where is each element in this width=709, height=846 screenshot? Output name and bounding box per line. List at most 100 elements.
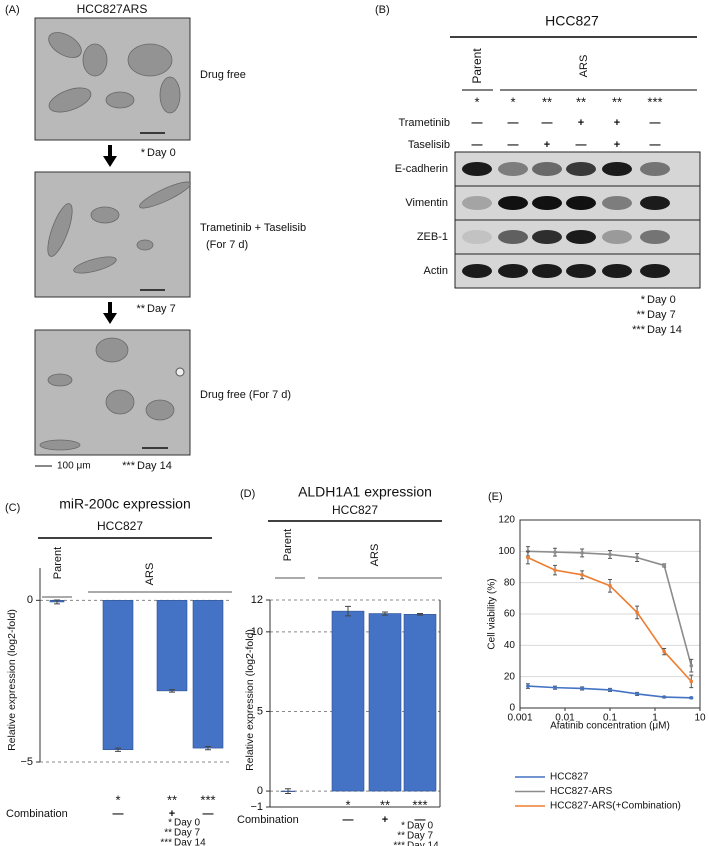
y-tick-label: −1 (250, 801, 263, 813)
treatment: + (614, 139, 620, 151)
band (532, 196, 562, 210)
condition: Drug free (200, 69, 246, 81)
scale-bar-label: 100 μm (57, 461, 91, 472)
marker (635, 610, 639, 615)
group-label: Parent (282, 529, 294, 561)
y-tick-label: 120 (498, 515, 515, 526)
band (462, 230, 492, 244)
treatment: + (614, 117, 620, 129)
band (532, 162, 562, 176)
band (498, 162, 528, 176)
footnote: Day 0 (407, 821, 434, 832)
category-stars: * (115, 792, 120, 807)
combination: + (382, 814, 388, 826)
treatment: — (576, 139, 587, 151)
chart-title: ALDH1A1 expression (298, 484, 432, 500)
footnote: Day 0 (647, 294, 676, 306)
bar (102, 600, 134, 751)
band (602, 162, 632, 176)
footnote: Day 14 (407, 841, 439, 846)
footnote-stars: ** (164, 828, 172, 839)
group-label: Parent (470, 48, 484, 84)
band (566, 230, 596, 244)
band (462, 196, 492, 210)
band (640, 264, 670, 278)
row-label: Taselisib (408, 139, 450, 151)
treatment: — (508, 139, 519, 151)
band (602, 196, 632, 210)
y-tick-label: 80 (504, 577, 516, 588)
band (602, 264, 632, 278)
marker (662, 649, 666, 654)
footnote: Day 7 (647, 309, 676, 321)
timepoint: Day 0 (147, 147, 176, 159)
condition: Drug free (For 7 d) (200, 389, 291, 401)
y-tick-label: 0 (257, 785, 263, 797)
band (532, 230, 562, 244)
footnote: Day 7 (174, 828, 201, 839)
header: HCC827 (332, 503, 378, 517)
marker (689, 696, 694, 700)
band (498, 196, 528, 210)
y-tick-label: 12 (251, 594, 263, 606)
x-tick-label: 0.01 (555, 713, 575, 724)
x-tick-label: 1 (652, 713, 658, 724)
footnote-stars: * (641, 294, 646, 306)
footnote-stars: * (401, 821, 405, 832)
marker (608, 688, 612, 692)
category-stars: ** (167, 792, 177, 807)
lane-stars: * (510, 94, 515, 109)
band (640, 162, 670, 176)
marker (662, 563, 666, 568)
footnote: Day 14 (174, 838, 206, 846)
x-tick-label: 10 (694, 713, 706, 724)
blot-label: Actin (424, 265, 448, 277)
band (462, 162, 492, 176)
timepoint: Day 14 (137, 460, 172, 472)
combination: — (113, 808, 124, 820)
combination-label: Combination (6, 808, 68, 820)
group-label: Parent (52, 547, 64, 579)
category-stars: *** (200, 792, 215, 807)
y-tick-label: 0 (27, 594, 33, 606)
y-tick-label: −5 (20, 756, 33, 768)
micrograph (34, 17, 191, 141)
panel-title: HCC827ARS (77, 2, 148, 16)
y-tick-label: 10 (251, 626, 263, 638)
condition: (For 7 d) (206, 239, 248, 251)
micrograph (34, 329, 191, 456)
x-tick-label: 0.1 (603, 713, 617, 724)
lane-stars: * (474, 94, 479, 109)
marker (553, 685, 557, 690)
y-axis-label: Cell viability (%) (487, 578, 498, 649)
micrograph (34, 171, 191, 298)
stars: ** (136, 303, 145, 315)
arrow (103, 145, 117, 324)
stars: * (141, 147, 146, 159)
marker (635, 555, 639, 560)
blot-group: E-cadherin Vimentin ZEB-1 Actin (395, 151, 701, 289)
treatment: — (542, 117, 553, 129)
y-axis-label: Relative expression (log2-fold) (6, 609, 18, 751)
marker (608, 584, 612, 588)
lane-stars: *** (647, 94, 662, 109)
bar (403, 614, 437, 792)
blot-label: Vimentin (405, 197, 448, 209)
error-bar (115, 747, 121, 752)
footnote-stars: *** (160, 838, 172, 846)
band (498, 230, 528, 244)
band (602, 230, 632, 244)
stars: *** (122, 460, 136, 472)
footnote: Day 0 (174, 818, 201, 829)
combination: — (343, 814, 354, 826)
error-bar (417, 613, 423, 616)
band (566, 196, 596, 210)
marker (526, 555, 530, 560)
treatment: + (578, 117, 584, 129)
treatment: — (508, 117, 519, 129)
marker (553, 550, 557, 554)
footnote-stars: *** (393, 841, 405, 846)
error-bar (54, 599, 60, 605)
combination: — (415, 814, 426, 826)
